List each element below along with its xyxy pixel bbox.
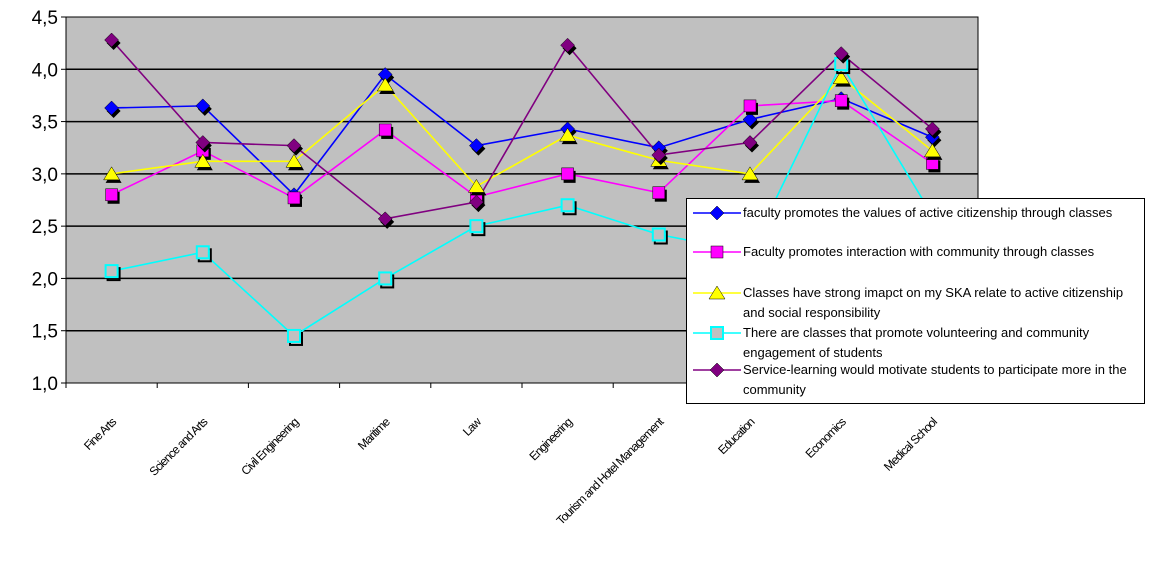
data-point (194, 153, 212, 168)
data-point (651, 147, 667, 163)
x-tick-label: Fine Arts (81, 415, 119, 453)
data-point (104, 100, 119, 116)
series-points-5 (104, 32, 942, 229)
data-point (742, 112, 758, 127)
data-point (285, 153, 303, 168)
legend-marker-shape (710, 326, 724, 340)
x-tick-label: Maritime (355, 414, 393, 452)
y-tick-label: 1,5 (32, 322, 58, 343)
data-point (832, 70, 850, 84)
legend-marker-shape (710, 245, 724, 259)
legend-marker-shape (708, 285, 726, 300)
legend-label-2: Faculty promotes interaction with commun… (743, 244, 1095, 259)
legend-marker-shape (709, 205, 725, 221)
data-point (925, 121, 940, 137)
data-point (651, 227, 666, 242)
legend-key-4 (693, 326, 741, 340)
data-point (287, 328, 301, 343)
chart-legend: faculty promotes the values of active ci… (686, 198, 1145, 404)
series-line-5 (111, 39, 933, 220)
data-point (378, 271, 393, 286)
data-point (105, 188, 118, 202)
data-point (741, 166, 759, 181)
x-tick-label: Engineering (527, 415, 575, 463)
legend-marker (709, 205, 725, 221)
data-point (378, 123, 392, 137)
y-tick-label: 2,5 (32, 217, 58, 238)
y-tick-label: 4,0 (32, 60, 58, 81)
data-point (560, 37, 575, 53)
data-point (195, 135, 211, 150)
data-point (652, 186, 666, 199)
data-point (561, 167, 574, 181)
data-point (742, 135, 758, 150)
data-point (103, 166, 121, 181)
data-point (287, 191, 301, 205)
y-tick-label: 4,5 (32, 8, 58, 29)
data-point (559, 127, 577, 142)
data-point (377, 211, 393, 227)
data-point (286, 138, 302, 153)
y-tick-label: 3,5 (32, 113, 58, 134)
x-tick-label: Medical School (881, 415, 940, 474)
series-line-1 (111, 73, 933, 196)
data-point (743, 99, 757, 113)
legend-label-5: Service-learning would motivate students… (743, 362, 1127, 397)
data-point (467, 178, 485, 193)
y-tick-label: 3,0 (32, 165, 58, 186)
data-point (833, 46, 849, 61)
x-tick-label: Civil Engineering (238, 415, 301, 478)
data-point (469, 194, 484, 210)
legend-label-4: There are classes that promote volunteer… (743, 325, 1090, 360)
y-tick-label: 2,0 (32, 269, 58, 290)
legend-marker-shape (709, 362, 725, 378)
x-tick-label: Tourism and Hotel Management (554, 414, 667, 527)
series-line-4 (111, 62, 934, 337)
legend-label-3: Classes have strong imapct on my SKA rel… (743, 285, 1124, 320)
data-point (469, 138, 484, 153)
data-point (376, 77, 394, 92)
legend-marker (710, 245, 724, 259)
series-line-3 (111, 76, 933, 188)
data-point (104, 32, 119, 48)
y-tick-label: 1,0 (32, 374, 58, 395)
legend-key-3 (693, 285, 741, 300)
data-point (195, 245, 210, 260)
x-tick-label: Law (460, 414, 484, 438)
x-tick-label: Science and Arts (147, 415, 211, 479)
data-point (923, 143, 941, 158)
x-tick-label: Economics (803, 415, 849, 461)
legend-marker (710, 326, 724, 340)
legend-key-2 (693, 245, 741, 259)
series-line-2 (111, 99, 933, 199)
legend-key-1 (693, 205, 741, 221)
legend-marker (709, 362, 725, 378)
data-point (834, 94, 848, 107)
data-point (195, 98, 211, 114)
data-point (560, 198, 575, 213)
data-point (104, 264, 119, 279)
legend-key-5 (693, 362, 741, 378)
legend-label-1: faculty promotes the values of active ci… (743, 205, 1113, 220)
x-tick-label: Education (715, 415, 757, 457)
legend-marker (708, 285, 726, 300)
data-point (469, 219, 484, 234)
